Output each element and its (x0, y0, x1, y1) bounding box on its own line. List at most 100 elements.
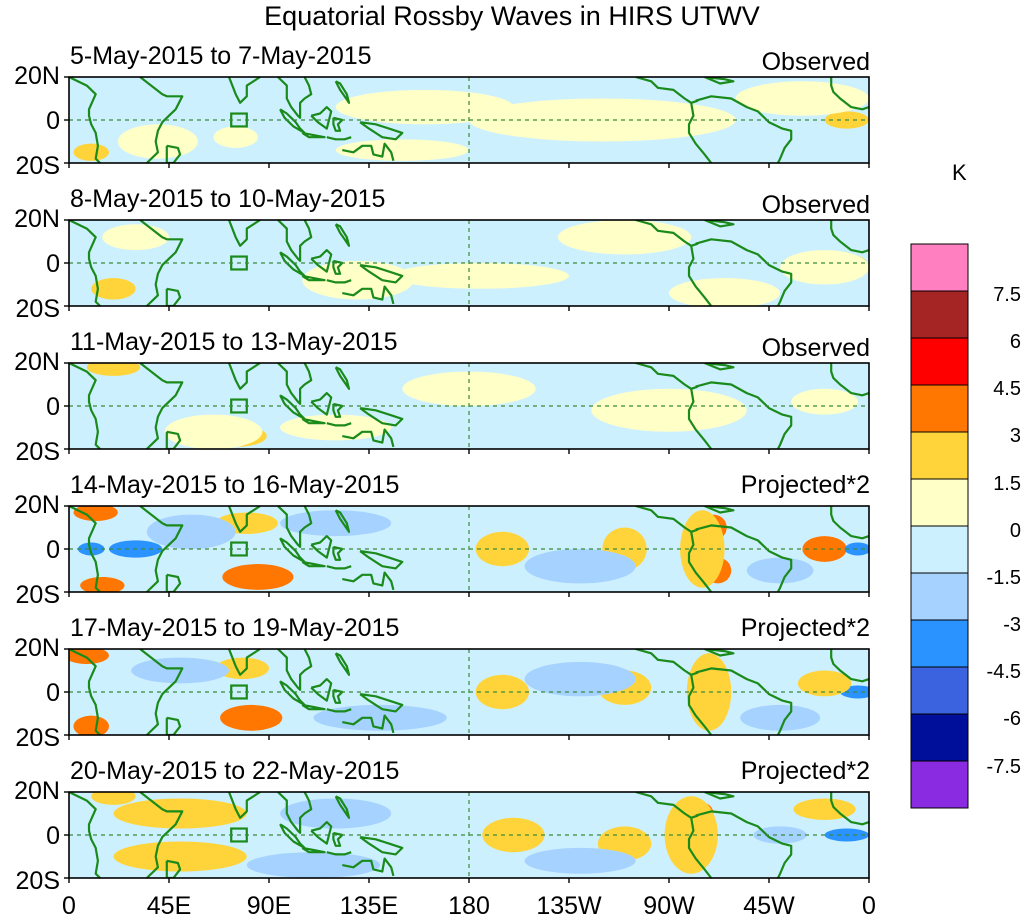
coastline (277, 363, 313, 405)
negative-anomaly-contour (335, 89, 514, 125)
coastline (687, 817, 713, 878)
negative-anomaly-contour (524, 549, 636, 584)
coastline (704, 506, 735, 514)
map-panel (64, 76, 870, 168)
panel-3-date-range: 11-May-2015 to 13-May-2015 (70, 328, 398, 356)
coastline (704, 77, 735, 85)
coastline (687, 674, 713, 735)
map-panel (64, 648, 870, 740)
colorbar-swatch (910, 619, 969, 668)
field-contours (69, 506, 869, 592)
coastline (69, 649, 101, 735)
colorbar-swatch (910, 525, 969, 574)
colorbar-label: -7.5 (986, 756, 1021, 778)
map-panel (64, 505, 870, 597)
y-label-0: 0 (46, 679, 60, 707)
colorbar-label: -1.5 (986, 567, 1021, 589)
coastline (830, 220, 869, 254)
panel-1-date-range: 5-May-2015 to 7-May-2015 (70, 42, 372, 70)
colorbar-label: -3 (1003, 614, 1021, 636)
negative-anomaly-contour (524, 847, 636, 874)
coastline (695, 524, 793, 592)
coastline (687, 102, 713, 163)
coastline (310, 106, 333, 130)
x-label-180: 180 (448, 892, 490, 920)
map-panel (64, 362, 870, 454)
coastline (227, 792, 261, 819)
coastline (227, 506, 261, 533)
panel-5-date-range: 17-May-2015 to 19-May-2015 (70, 614, 400, 642)
coastline (310, 821, 333, 845)
negative-anomaly-contour (146, 514, 236, 549)
y-label-0: 0 (46, 536, 60, 564)
x-label-45w: 45W (743, 892, 795, 920)
x-label-90w: 90W (643, 892, 695, 920)
negative-anomaly-contour (669, 278, 781, 306)
panel-3-tag: Observed (761, 334, 870, 362)
negative-anomaly-contour (740, 704, 821, 731)
coastline (165, 716, 182, 735)
colorbar-swatch (910, 290, 969, 339)
coastline (326, 422, 352, 427)
positive-anomaly-contour (80, 576, 125, 592)
y-label-0: 0 (46, 107, 60, 135)
y-label-20s: 20S (15, 438, 60, 466)
coastline (227, 220, 261, 247)
panel-5-tag: Projected*2 (740, 614, 870, 642)
coastline (279, 537, 306, 563)
coastline (310, 678, 333, 702)
coastline (695, 667, 793, 735)
negative-anomaly-contour (280, 510, 392, 537)
coastline (326, 136, 352, 141)
y-label-0: 0 (46, 393, 60, 421)
coastline (139, 649, 184, 735)
coastline (301, 274, 326, 282)
y-label-20n: 20N (14, 634, 60, 662)
panel-2-date-range: 8-May-2015 to 10-May-2015 (70, 185, 386, 213)
positive-anomaly-contour (73, 715, 109, 735)
coastline (326, 279, 352, 284)
coastline (326, 708, 352, 713)
colorbar-swatch (910, 337, 969, 386)
positive-anomaly-contour (86, 363, 141, 376)
coastline (310, 535, 333, 559)
field-contours (69, 792, 869, 878)
positive-anomaly-contour (797, 670, 852, 697)
coastline (334, 80, 351, 104)
coastline (695, 810, 793, 878)
coastline (704, 220, 735, 228)
negative-anomaly-contour (164, 414, 263, 449)
coastline (334, 795, 351, 819)
panel-4-tag: Projected*2 (740, 471, 870, 499)
coastline (227, 649, 261, 676)
coastline (830, 792, 869, 826)
coastline (326, 851, 352, 856)
coastline (830, 506, 869, 540)
coastline (165, 430, 182, 449)
positive-anomaly-contour (222, 564, 294, 590)
y-label-20n: 20N (14, 62, 60, 90)
coastline (139, 220, 184, 306)
field-contours (69, 220, 869, 306)
coastline (279, 680, 306, 706)
panel-6-tag: Projected*2 (740, 757, 870, 785)
coastline (334, 223, 351, 247)
negative-anomaly-contour (735, 81, 869, 116)
y-label-20s: 20S (15, 152, 60, 180)
coastline (277, 77, 313, 119)
colorbar-swatch (910, 384, 969, 433)
x-label-90e: 90E (246, 892, 292, 920)
map-panel (64, 219, 870, 311)
coastline (310, 249, 333, 273)
colorbar-label: -4.5 (986, 661, 1021, 683)
x-label-135e: 135E (339, 892, 399, 920)
y-label-20s: 20S (15, 295, 60, 323)
y-label-0: 0 (46, 250, 60, 278)
coastline (704, 363, 735, 371)
coastline (342, 857, 395, 877)
chart-title: Equatorial Rossby Waves in HIRS UTWV (264, 1, 760, 31)
coastline (301, 703, 326, 711)
negative-anomaly-contour (391, 263, 569, 289)
coastline (342, 428, 395, 448)
